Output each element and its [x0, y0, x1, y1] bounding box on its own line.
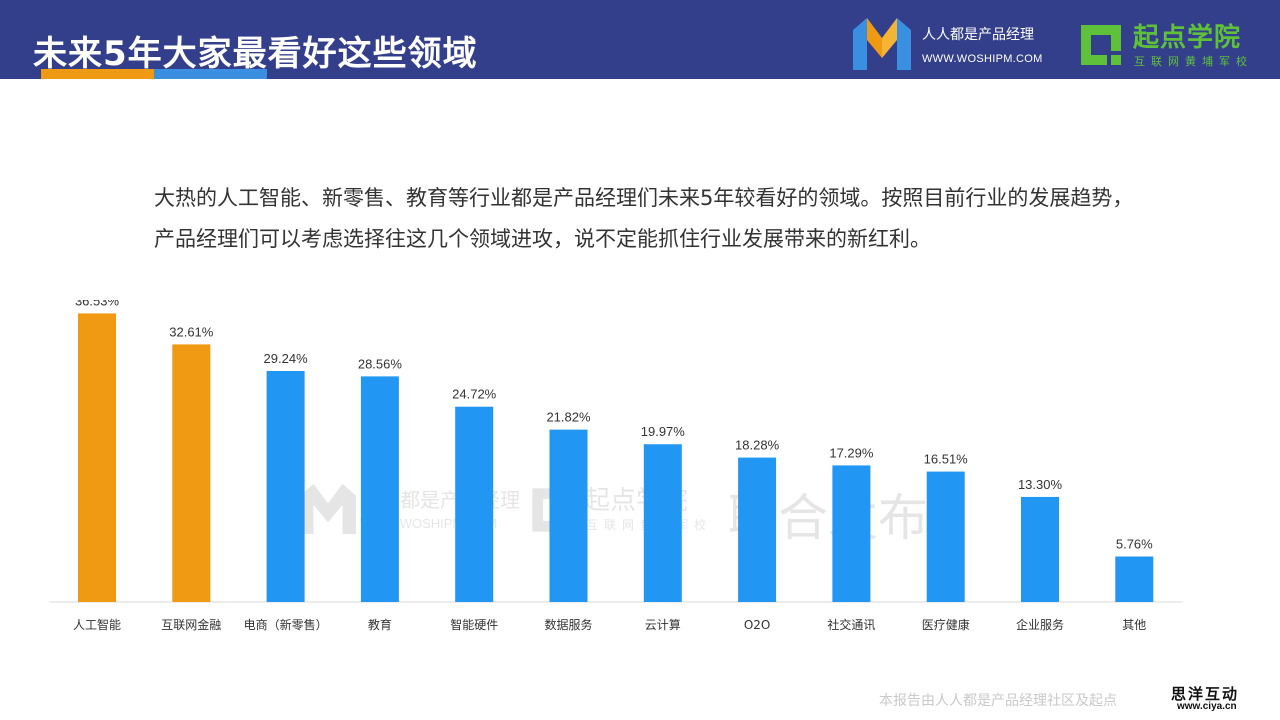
corner-stamp: 思洋互动 www.ciya.cn	[1165, 683, 1271, 714]
title-underline-blue	[154, 69, 267, 79]
bar	[549, 429, 588, 602]
category-label: 医疗健康	[922, 617, 970, 632]
stamp-text: 思洋互动	[1171, 685, 1240, 703]
bar	[78, 313, 116, 602]
bar-value-label: 32.61%	[169, 324, 214, 339]
bar	[738, 457, 777, 602]
header-bar: 未来5年大家最看好这些领域 人人都是产品经理 WWW.WOSHIPM.COM 起…	[0, 0, 1280, 79]
intro-paragraph: 大热的人工智能、新零售、教育等行业都是产品经理们未来5年较看好的领域。按照目前行…	[154, 186, 1134, 251]
bar-value-label: 18.28%	[735, 438, 780, 453]
category-label: 云计算	[645, 617, 681, 632]
bar	[455, 406, 494, 602]
footer-note: 本报告由人人都是产品经理社区及起点	[879, 693, 1117, 709]
bar	[832, 465, 871, 602]
bar	[266, 371, 305, 602]
category-label: 数据服务	[544, 617, 592, 632]
woshipm-logo-url: WWW.WOSHIPM.COM	[922, 53, 1043, 65]
title-underline-orange	[41, 69, 154, 79]
bar-value-label: 13.30%	[1018, 477, 1063, 492]
qidian-logo-slogan: 互联网黄埔军校	[1134, 55, 1253, 68]
category-label: 教育	[368, 617, 392, 632]
category-label: 电商（新零售）	[244, 617, 328, 632]
bar-value-label: 17.29%	[829, 445, 874, 460]
bar	[643, 444, 682, 602]
page-title: 未来5年大家最看好这些领域	[33, 34, 478, 74]
bar	[1115, 556, 1154, 602]
qidian-logo-icon	[1081, 25, 1121, 65]
stamp-url: www.ciya.cn	[1177, 701, 1237, 712]
woshipm-logo-icon	[853, 18, 911, 70]
bar	[926, 471, 965, 602]
category-label: 社交通讯	[827, 617, 875, 632]
bar-value-label: 29.24%	[264, 351, 309, 366]
bar-value-label: 28.56%	[358, 356, 403, 371]
bar-value-label: 16.51%	[924, 452, 969, 467]
bar-value-label: 21.82%	[546, 410, 591, 425]
category-label: 企业服务	[1016, 617, 1064, 632]
bar-value-label: 36.53%	[75, 300, 120, 308]
bar-value-label: 24.72%	[452, 387, 497, 402]
bar-value-label: 5.76%	[1116, 536, 1153, 551]
category-label: 互联网金融	[161, 617, 221, 632]
category-label: 其他	[1122, 618, 1146, 632]
category-label: 人工智能	[73, 617, 121, 632]
bar-chart: 36.53% 32.61% 29.24% 28.56% 24.72% 21.82% 19.9…	[50, 300, 1182, 632]
qidian-logo-name: 起点学院	[1133, 23, 1242, 53]
bar-value-label: 19.97%	[641, 424, 686, 439]
bar	[172, 344, 211, 602]
category-label: O2O	[744, 618, 771, 632]
woshipm-logo-name: 人人都是产品经理	[922, 27, 1034, 43]
category-label: 智能硬件	[450, 617, 498, 632]
bar	[1021, 496, 1059, 602]
bar	[360, 376, 399, 602]
